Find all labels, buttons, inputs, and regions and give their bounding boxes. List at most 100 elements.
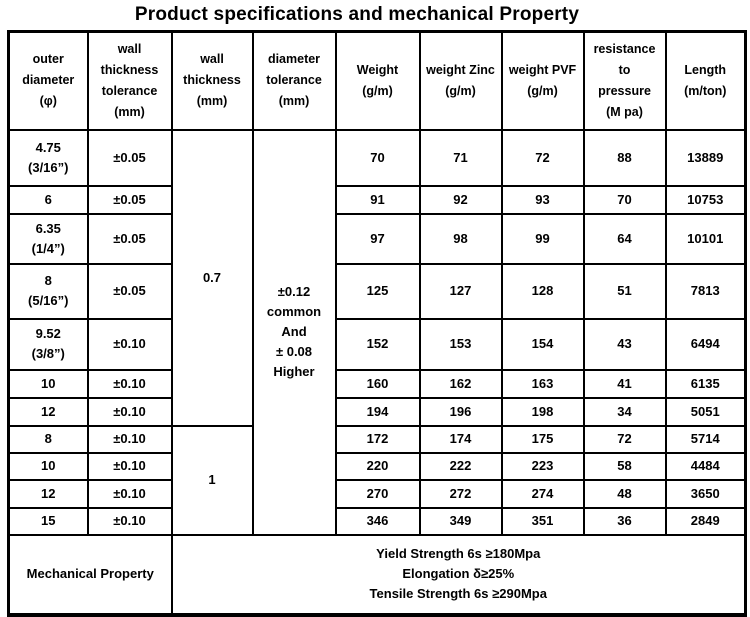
- length-cell: 3650: [664, 478, 747, 509]
- weight-pvf-cell: 198: [500, 396, 585, 427]
- weight-cell: 194: [334, 396, 421, 427]
- outer-diameter-cell: 12: [7, 396, 89, 427]
- col-header-length: Length (m/ton): [664, 30, 747, 131]
- col-header-wall-thickness-tolerance: wall thickness tolerance (mm): [86, 30, 173, 131]
- resistance-cell: 48: [582, 478, 667, 509]
- weight-cell: 160: [334, 368, 421, 399]
- length-cell: 5051: [664, 396, 747, 427]
- weight-pvf-cell: 128: [500, 262, 585, 320]
- wall-thickness-tolerance-cell: ±0.05: [86, 128, 173, 187]
- weight-zinc-cell: 162: [418, 368, 503, 399]
- weight-cell: 172: [334, 424, 421, 454]
- length-cell: 10101: [664, 212, 747, 265]
- weight-cell: 97: [334, 212, 421, 265]
- weight-pvf-cell: 175: [500, 424, 585, 454]
- col-header-outer-diameter: outer diameter (φ): [7, 30, 89, 131]
- length-cell: 4484: [664, 451, 747, 481]
- table-row: 12 ±0.10 270 272 274 48 3650: [7, 478, 747, 509]
- specifications-table: outer diameter (φ) wall thickness tolera…: [7, 30, 747, 617]
- outer-diameter-cell: 9.52 (3/8”): [7, 317, 89, 371]
- table-row: 6.35 (1/4”) ±0.05 97 98 99 64 10101: [7, 212, 747, 265]
- resistance-cell: 36: [582, 506, 667, 536]
- resistance-cell: 72: [582, 424, 667, 454]
- weight-cell: 346: [334, 506, 421, 536]
- table-row: 4.75 (3/16”) ±0.05 0.7 ±0.12 common And …: [7, 128, 747, 536]
- outer-diameter-cell: 15: [7, 506, 89, 536]
- resistance-cell: 43: [582, 317, 667, 371]
- weight-pvf-cell: 99: [500, 212, 585, 265]
- weight-zinc-cell: 349: [418, 506, 503, 536]
- wall-thickness-tolerance-cell: ±0.05: [86, 262, 173, 320]
- weight-cell: 125: [334, 262, 421, 320]
- weight-cell: 270: [334, 478, 421, 509]
- wall-thickness-tolerance-cell: ±0.05: [86, 184, 173, 215]
- weight-pvf-cell: 274: [500, 478, 585, 509]
- col-header-weight: Weight (g/m): [334, 30, 421, 131]
- table-row: 10 ±0.10 220 222 223 58 4484: [7, 451, 747, 481]
- weight-zinc-cell: 98: [418, 212, 503, 265]
- outer-diameter-cell: 4.75 (3/16”): [7, 128, 89, 187]
- weight-pvf-cell: 154: [500, 317, 585, 371]
- weight-zinc-cell: 174: [418, 424, 503, 454]
- wall-thickness-tolerance-cell: ±0.05: [86, 212, 173, 265]
- weight-zinc-cell: 196: [418, 396, 503, 427]
- weight-cell: 70: [334, 128, 421, 187]
- wall-thickness-merged-cell: 1: [170, 424, 254, 536]
- col-header-diameter-tolerance: diameter tolerance (mm): [251, 30, 337, 131]
- wall-thickness-merged-cell: 0.7: [170, 128, 254, 427]
- table-row: 15 ±0.10 346 349 351 36 2849: [7, 506, 747, 536]
- weight-zinc-cell: 153: [418, 317, 503, 371]
- resistance-cell: 41: [582, 368, 667, 399]
- wall-thickness-tolerance-cell: ±0.10: [86, 506, 173, 536]
- resistance-cell: 51: [582, 262, 667, 320]
- weight-zinc-cell: 272: [418, 478, 503, 509]
- mechanical-property-label: Mechanical Property: [7, 533, 173, 616]
- col-header-wall-thickness: wall thickness (mm): [170, 30, 254, 131]
- weight-cell: 152: [334, 317, 421, 371]
- table-row: 9.52 (3/8”) ±0.10 152 153 154 43 6494: [7, 317, 747, 371]
- table-row: 10 ±0.10 160 162 163 41 6135: [7, 368, 747, 399]
- length-cell: 7813: [664, 262, 747, 320]
- weight-zinc-cell: 222: [418, 451, 503, 481]
- wall-thickness-tolerance-cell: ±0.10: [86, 317, 173, 371]
- table-row: 8 ±0.10 1 172 174 175 72 5714: [7, 424, 747, 536]
- weight-zinc-cell: 92: [418, 184, 503, 215]
- length-cell: 2849: [664, 506, 747, 536]
- resistance-cell: 88: [582, 128, 667, 187]
- outer-diameter-cell: 10: [7, 451, 89, 481]
- page-title: Product specifications and mechanical Pr…: [134, 4, 580, 25]
- outer-diameter-cell: 6.35 (1/4”): [7, 212, 89, 265]
- resistance-cell: 64: [582, 212, 667, 265]
- length-cell: 13889: [664, 128, 747, 187]
- length-cell: 6494: [664, 317, 747, 371]
- weight-cell: 220: [334, 451, 421, 481]
- table-header-row: outer diameter (φ) wall thickness tolera…: [7, 30, 747, 131]
- weight-zinc-cell: 127: [418, 262, 503, 320]
- col-header-weight-zinc: weight Zinc (g/m): [418, 30, 503, 131]
- length-cell: 6135: [664, 368, 747, 399]
- outer-diameter-cell: 6: [7, 184, 89, 215]
- weight-pvf-cell: 93: [500, 184, 585, 215]
- resistance-cell: 58: [582, 451, 667, 481]
- outer-diameter-cell: 8: [7, 424, 89, 454]
- wall-thickness-tolerance-cell: ±0.10: [86, 396, 173, 427]
- wall-thickness-tolerance-cell: ±0.10: [86, 451, 173, 481]
- table-row: 12 ±0.10 194 196 198 34 5051: [7, 396, 747, 427]
- weight-pvf-cell: 72: [500, 128, 585, 187]
- resistance-cell: 70: [582, 184, 667, 215]
- table-row: 8 (5/16”) ±0.05 125 127 128 51 7813: [7, 262, 747, 320]
- col-header-weight-pvf: weight PVF (g/m): [500, 30, 585, 131]
- wall-thickness-tolerance-cell: ±0.10: [86, 424, 173, 454]
- weight-pvf-cell: 163: [500, 368, 585, 399]
- wall-thickness-tolerance-cell: ±0.10: [86, 368, 173, 399]
- mechanical-property-specs: Yield Strength 6s ≥180Mpa Elongation δ≥2…: [170, 533, 747, 616]
- outer-diameter-cell: 10: [7, 368, 89, 399]
- weight-zinc-cell: 71: [418, 128, 503, 187]
- table-row: 6 ±0.05 91 92 93 70 10753: [7, 184, 747, 215]
- resistance-cell: 34: [582, 396, 667, 427]
- outer-diameter-cell: 12: [7, 478, 89, 509]
- col-header-resistance-to-pressure: resistance to pressure (M pa): [582, 30, 667, 131]
- wall-thickness-tolerance-cell: ±0.10: [86, 478, 173, 509]
- weight-cell: 91: [334, 184, 421, 215]
